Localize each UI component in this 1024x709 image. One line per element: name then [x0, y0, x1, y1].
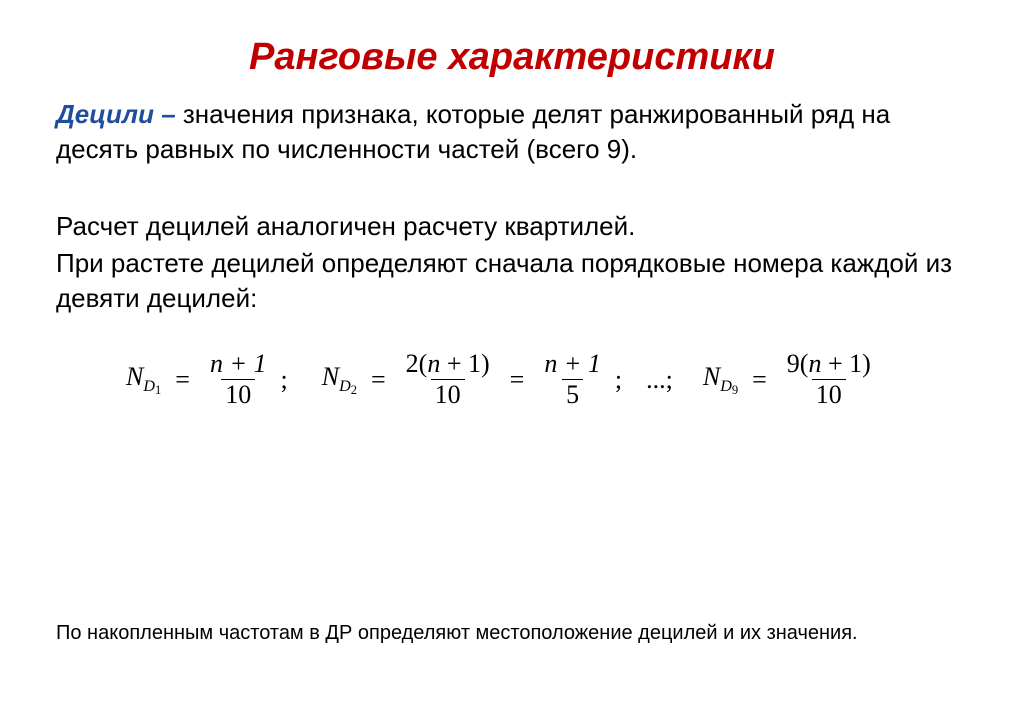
formula-row: ND1 = n + 1 10 ; ND2 = 2(n + 1) 10 = n +… — [56, 350, 968, 408]
paragraph-3: При растете децилей определяют сначала п… — [56, 246, 968, 316]
frac-d2a: 2(n + 1) 10 — [402, 350, 494, 408]
equals-3: = — [504, 362, 531, 397]
equals-2: = — [365, 362, 392, 397]
definition-paragraph: Децили – значения признака, которые деля… — [56, 97, 968, 167]
semi-1: ; — [280, 362, 287, 397]
semi-2: ; — [615, 362, 622, 397]
formula-d2: ND2 — [322, 359, 357, 399]
frac-d1: n + 1 10 — [206, 350, 271, 408]
definition-text: значения признака, которые делят ранжиро… — [56, 99, 890, 164]
paragraph-2: Расчет децилей аналогичен расчету кварти… — [56, 209, 968, 244]
footnote: По накопленным частотам в ДР определяют … — [56, 622, 968, 645]
slide-body: Децили – значения признака, которые деля… — [0, 97, 1024, 408]
dots: ...; — [646, 362, 673, 397]
slide-title: Ранговые характеристики — [0, 0, 1024, 97]
formula-d9: ND9 — [703, 359, 738, 399]
formula-d1: ND1 — [126, 359, 161, 399]
frac-d2b: n + 1 5 — [540, 350, 605, 408]
slide: Ранговые характеристики Децили – значени… — [0, 0, 1024, 709]
equals-1: = — [169, 362, 196, 397]
term-deciles: Децили – — [56, 99, 176, 129]
frac-d9: 9(n + 1) 10 — [783, 350, 875, 408]
equals-4: = — [746, 362, 773, 397]
